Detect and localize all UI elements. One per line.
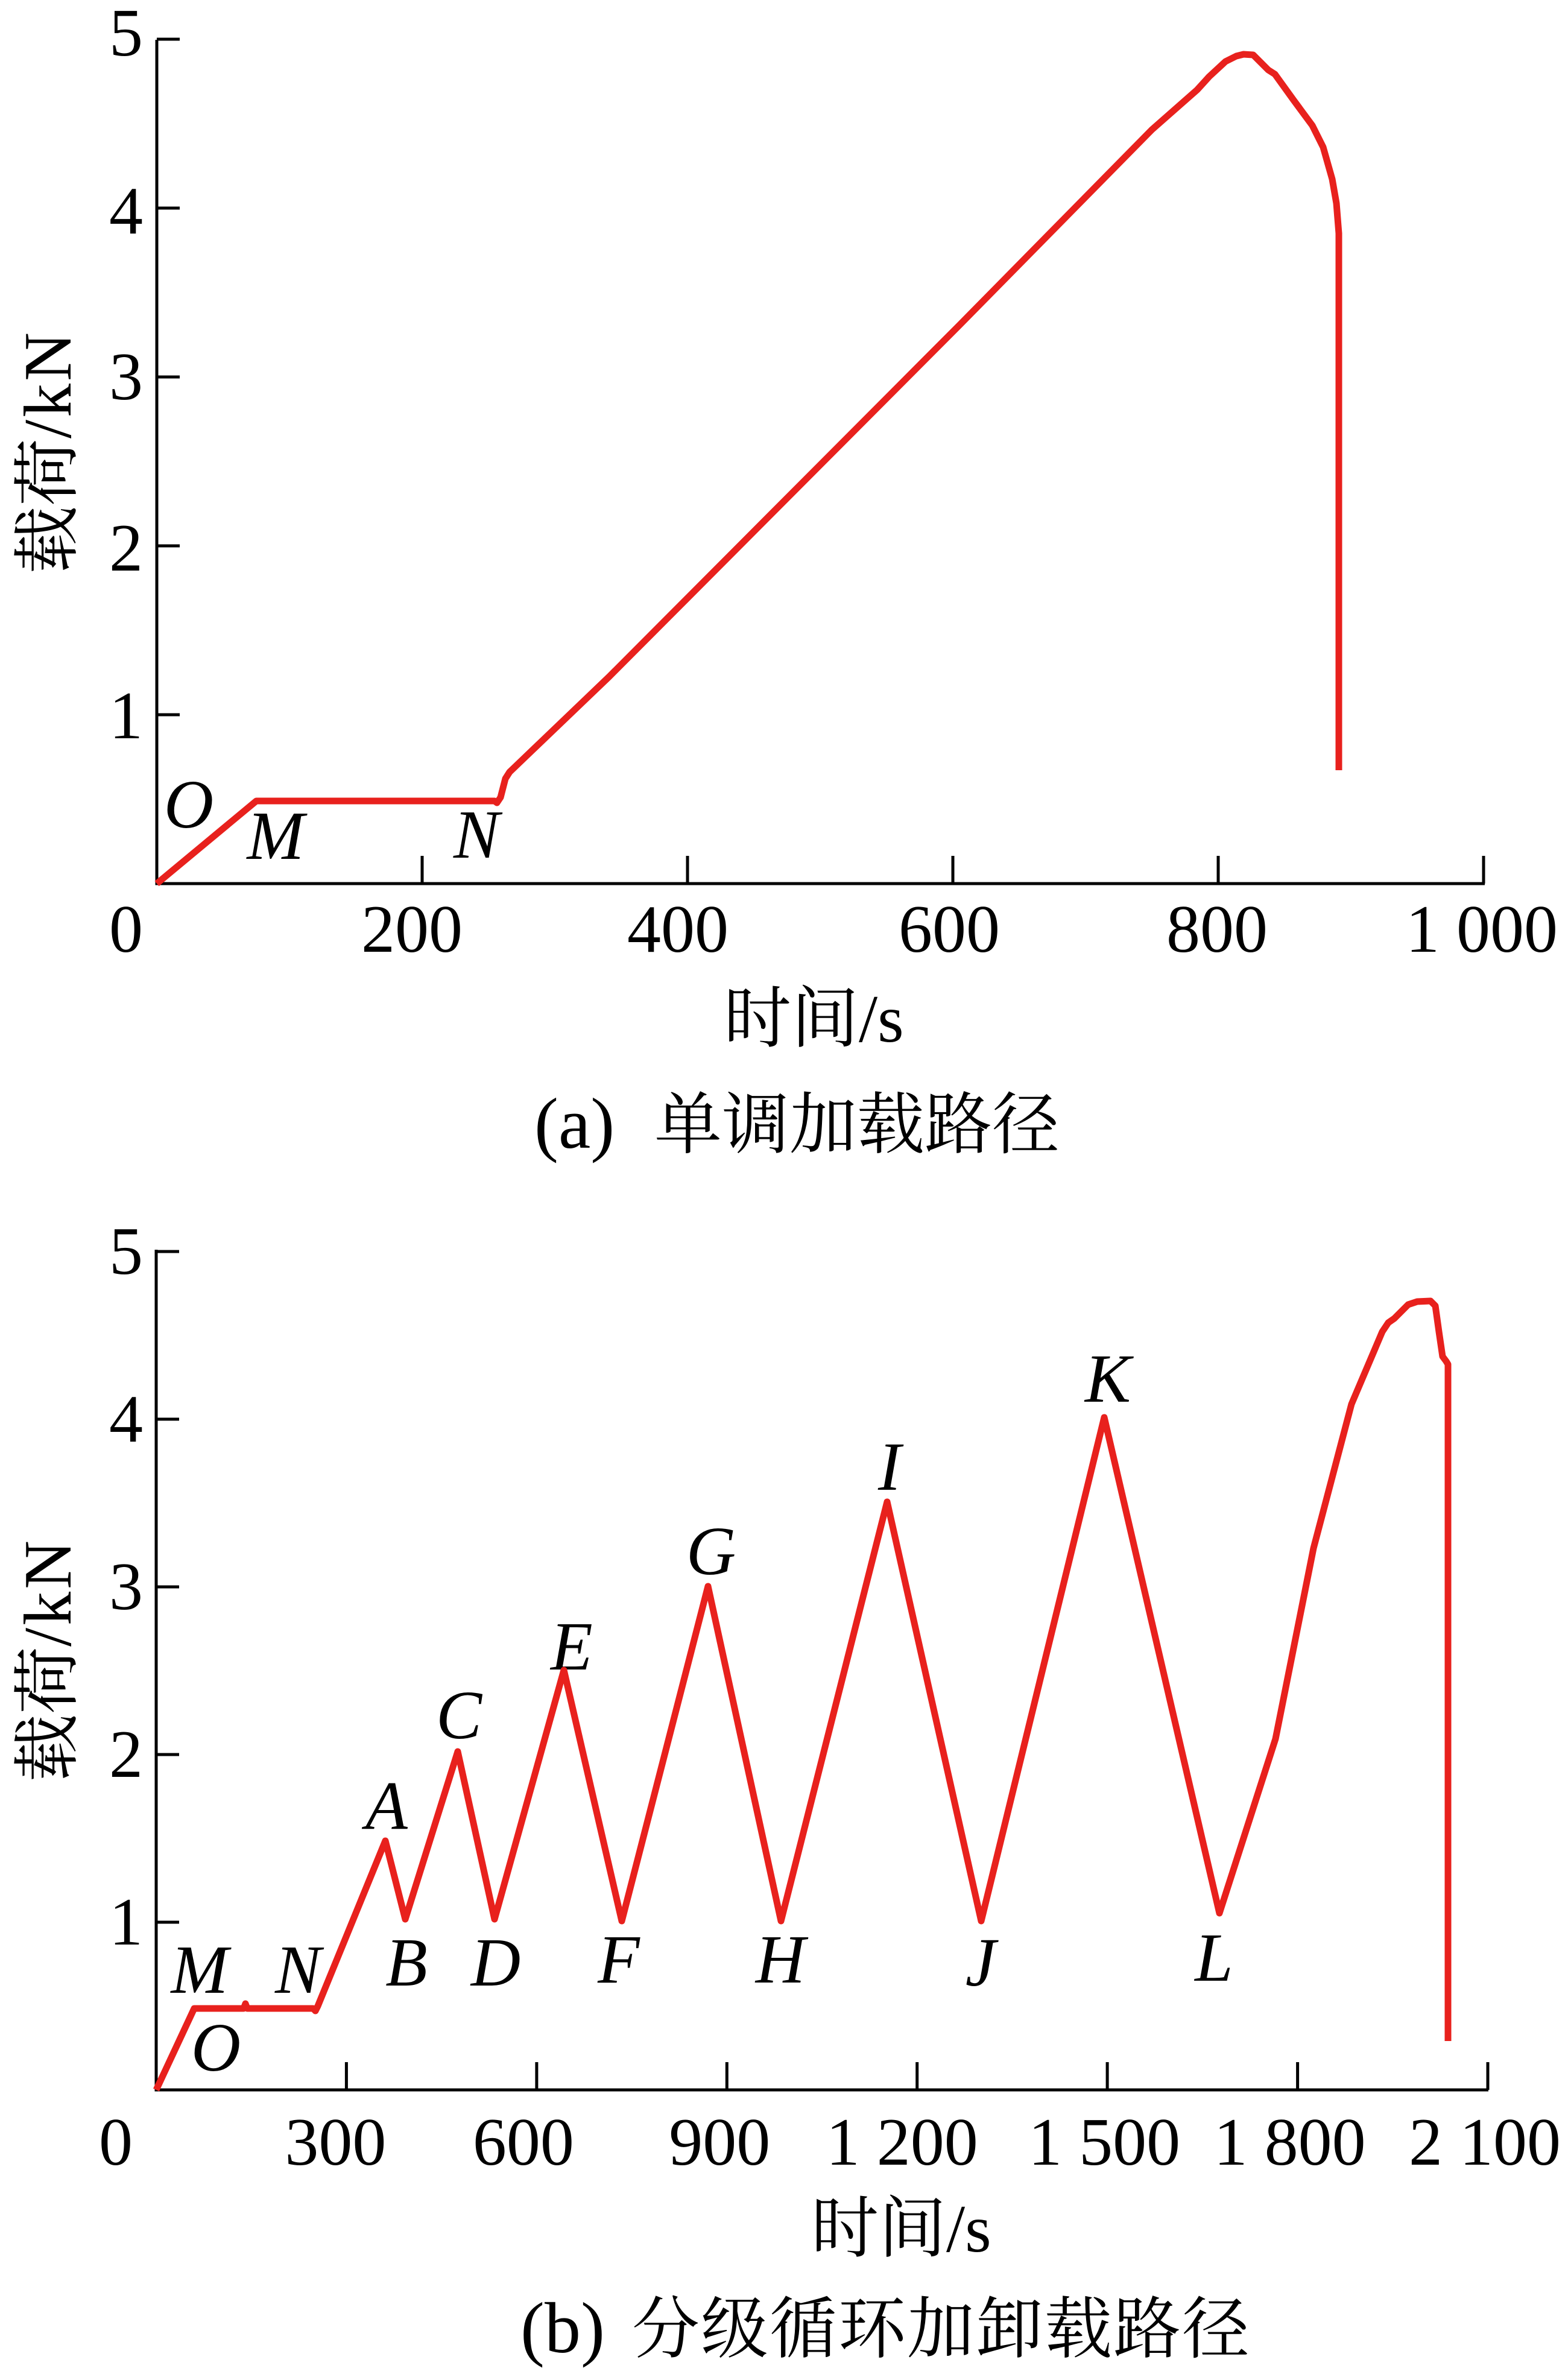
svg-text:1 000: 1 000 <box>1406 892 1558 967</box>
svg-text:4: 4 <box>109 174 143 248</box>
svg-text:600: 600 <box>899 892 1000 967</box>
svg-text:J: J <box>966 1924 999 2001</box>
svg-text:0: 0 <box>109 892 143 967</box>
svg-text:5: 5 <box>109 0 143 71</box>
svg-text:L: L <box>1193 1919 1233 1996</box>
svg-text:1 200: 1 200 <box>826 2105 978 2180</box>
svg-text:C: C <box>436 1677 483 1753</box>
svg-text:1: 1 <box>109 679 143 753</box>
svg-text:I: I <box>877 1428 904 1505</box>
svg-text:F: F <box>597 1921 640 1998</box>
svg-text:(a): (a) <box>534 1083 615 1163</box>
svg-text:B: B <box>385 1924 428 2001</box>
svg-text:800: 800 <box>1166 892 1268 967</box>
svg-text:4: 4 <box>109 1382 143 1457</box>
svg-text:G: G <box>686 1513 736 1589</box>
svg-text:1 800: 1 800 <box>1214 2105 1366 2180</box>
svg-text:1 500: 1 500 <box>1028 2105 1180 2180</box>
svg-text:0: 0 <box>99 2105 133 2180</box>
svg-text:5: 5 <box>109 1214 143 1289</box>
svg-text:O: O <box>191 2009 241 2086</box>
svg-text:A: A <box>361 1767 408 1844</box>
svg-text:2: 2 <box>109 1717 143 1792</box>
svg-text:D: D <box>470 1924 520 2001</box>
svg-text:/s: /s <box>946 2192 991 2267</box>
svg-text:/kN: /kN <box>11 330 86 438</box>
svg-text:M: M <box>246 797 308 874</box>
svg-text:3: 3 <box>109 340 143 414</box>
svg-text:900: 900 <box>669 2105 770 2180</box>
svg-text:1: 1 <box>109 1885 143 1960</box>
svg-text:M: M <box>170 1931 232 2008</box>
svg-text:3: 3 <box>109 1549 143 1624</box>
svg-text:N: N <box>453 796 503 873</box>
svg-text:2 100: 2 100 <box>1409 2105 1561 2180</box>
svg-text:O: O <box>164 766 213 843</box>
svg-text:N: N <box>274 1931 324 2008</box>
svg-text:K: K <box>1084 1340 1134 1417</box>
svg-text:/kN: /kN <box>11 1538 86 1647</box>
svg-text:2: 2 <box>109 511 143 586</box>
svg-text:600: 600 <box>473 2105 574 2180</box>
svg-text:/s: /s <box>859 982 904 1057</box>
svg-text:(b): (b) <box>520 2288 605 2368</box>
svg-text:300: 300 <box>285 2105 386 2180</box>
svg-text:200: 200 <box>361 892 463 967</box>
svg-text:400: 400 <box>627 892 729 967</box>
svg-text:E: E <box>549 1608 593 1685</box>
svg-text:H: H <box>754 1921 809 1998</box>
